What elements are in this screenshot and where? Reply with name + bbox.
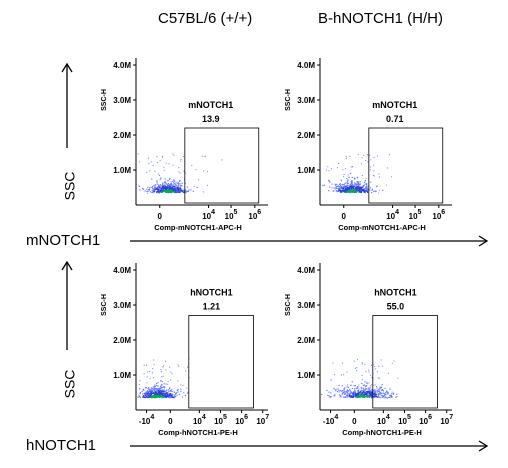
x-tick-label: 106 [248, 209, 261, 221]
y-tick-label: 3.0M [113, 301, 131, 310]
gate-percent-label: 0.71 [386, 114, 404, 124]
x-tick-label: 107 [440, 414, 453, 426]
flow-panel-ko-mnotch1: 1.0M 2.0M 3.0M 4.0M SSC-H 0 104 105 106 Comp-mNOT… [282, 50, 464, 238]
y-tick-label: 2.0M [297, 336, 315, 345]
y-tick-label: 4.0M [297, 266, 315, 275]
x-tick-label: 104 [202, 209, 215, 221]
x-tick-label: 105 [225, 209, 238, 221]
y-tick-label: 2.0M [113, 336, 131, 345]
y-tick-label: 1.0M [297, 371, 315, 380]
gate-name-label: mNOTCH1 [188, 100, 233, 110]
ssc-label-top: SSC [61, 171, 78, 201]
x-tick-label: 0 [342, 212, 347, 221]
x-tick-label: 106 [419, 414, 432, 426]
x-axis-title: Comp-hNOTCH1-PE-H [158, 428, 238, 437]
gate-name-label: hNOTCH1 [374, 288, 417, 298]
flow-panel-ko-hnotch1: 1.0M 2.0M 3.0M 4.0M SSC-H -104 0 104 105 106 107 Co… [282, 255, 464, 443]
x-tick-label: 105 [214, 414, 227, 426]
gate-rectangle [188, 315, 254, 409]
x-tick-label: 104 [193, 414, 206, 426]
gate-percent-label: 1.21 [203, 302, 221, 312]
y-tick-label: 1.0M [297, 166, 315, 175]
x-tick-label: 107 [256, 414, 269, 426]
scatter-plot: 1.0M 2.0M 3.0M 4.0M SSC-H -104 0 104 105 106 107 Co… [101, 263, 269, 437]
scatter-plot: 1.0M 2.0M 3.0M 4.0M SSC-H 0 104 105 106 Comp-mNOT… [101, 58, 268, 232]
x-tick-label: 0 [352, 417, 357, 426]
y-tick-label: 3.0M [297, 96, 315, 105]
y-tick-label: 1.0M [113, 166, 131, 175]
mnotch1-arrow [130, 235, 489, 247]
event-dots [322, 153, 393, 194]
gate-percent-label: 13.9 [202, 114, 220, 124]
gate-rectangle [184, 127, 260, 204]
y-tick-label: 4.0M [113, 266, 131, 275]
x-axis-title: Comp-mNOTCH1-APC-H [154, 223, 242, 232]
x-tick-label: 0 [158, 212, 163, 221]
x-tick-label: 104 [377, 414, 390, 426]
x-tick-label: 0 [168, 417, 173, 426]
gate-rectangle [368, 127, 444, 204]
row-label-mnotch1: mNOTCH1 [26, 232, 101, 249]
gate-percent-label: 55.0 [387, 302, 405, 312]
scatter-plot: 1.0M 2.0M 3.0M 4.0M SSC-H 0 104 105 106 Comp-mNOT… [285, 58, 452, 232]
scatter-plot: 1.0M 2.0M 3.0M 4.0M SSC-H -104 0 104 105 106 107 Co… [285, 263, 453, 437]
ssc-arrow-bottom [61, 260, 73, 350]
x-axis-title: Comp-hNOTCH1-PE-H [342, 428, 422, 437]
gate-rectangle [372, 315, 438, 409]
y-axis-title: SSC-H [285, 294, 292, 316]
y-tick-label: 2.0M [297, 131, 315, 140]
y-axis-title: SSC-H [101, 294, 108, 316]
y-tick-label: 4.0M [113, 61, 131, 70]
x-tick-label: 104 [386, 209, 399, 221]
event-dots [137, 153, 223, 194]
x-axis-title: Comp-mNOTCH1-APC-H [338, 223, 426, 232]
gate-name-label: mNOTCH1 [372, 100, 417, 110]
flow-panel-wt-mnotch1: 1.0M 2.0M 3.0M 4.0M SSC-H 0 104 105 106 Comp-mNOT… [98, 50, 280, 238]
hnotch1-arrow [130, 440, 489, 452]
ssc-arrow-top [61, 62, 73, 148]
y-tick-label: 1.0M [113, 371, 131, 380]
y-tick-label: 4.0M [297, 61, 315, 70]
y-axis-title: SSC-H [101, 89, 108, 111]
y-axis-title: SSC-H [285, 89, 292, 111]
row-label-hnotch1: hNOTCH1 [26, 437, 97, 454]
y-tick-label: 2.0M [113, 131, 131, 140]
gate-name-label: hNOTCH1 [190, 288, 233, 298]
event-dots [137, 358, 190, 399]
x-tick-label: 105 [409, 209, 422, 221]
x-tick-label: -104 [139, 414, 155, 426]
event-dots [321, 359, 399, 399]
x-tick-label: 106 [235, 414, 248, 426]
y-tick-label: 3.0M [297, 301, 315, 310]
y-tick-label: 3.0M [113, 96, 131, 105]
flow-panel-wt-hnotch1: 1.0M 2.0M 3.0M 4.0M SSC-H -104 0 104 105 106 107 Co… [98, 255, 280, 443]
x-tick-label: 105 [398, 414, 411, 426]
ssc-label-bottom: SSC [61, 369, 78, 399]
column-title-humanized: B-hNOTCH1 (H/H) [318, 10, 444, 27]
x-tick-label: 106 [432, 209, 445, 221]
column-title-wildtype: C57BL/6 (+/+) [158, 10, 253, 27]
x-tick-label: -104 [323, 414, 339, 426]
